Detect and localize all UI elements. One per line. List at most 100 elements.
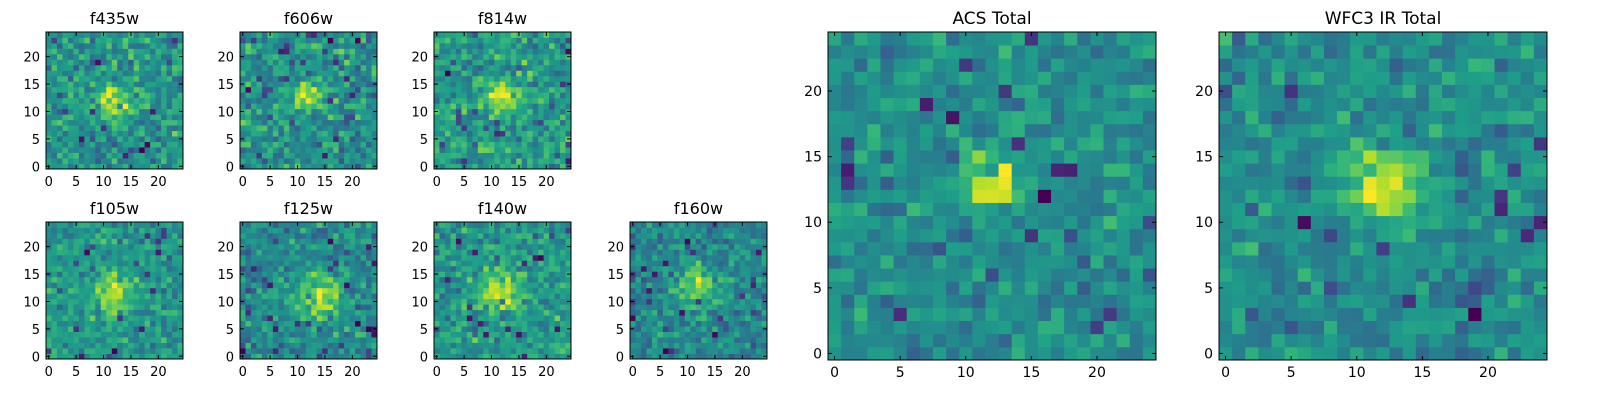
heatmap-cell [555, 125, 561, 131]
heatmap-cell [1104, 189, 1118, 203]
heatmap-cell [328, 277, 334, 283]
heatmap-cell [685, 321, 691, 327]
heatmap-cell [57, 98, 63, 104]
heatmap-cell [729, 332, 735, 338]
heatmap-cell [311, 81, 317, 87]
heatmap-cell [999, 189, 1013, 203]
heatmap-cell [511, 59, 517, 65]
heatmap-cell [549, 76, 555, 82]
heatmap-cell [483, 48, 489, 54]
heatmap-cell [756, 304, 762, 310]
heatmap-cell [933, 268, 947, 282]
heatmap-cell [472, 103, 478, 109]
heatmap-cell [483, 136, 489, 142]
heatmap-cell [62, 315, 68, 321]
heatmap-cell [652, 299, 658, 305]
heatmap-cell [505, 158, 511, 164]
heatmap-cell [555, 244, 561, 250]
heatmap-cell [478, 227, 484, 233]
heatmap-cell [511, 32, 517, 38]
heatmap-cell [311, 114, 317, 120]
heatmap-cell [251, 332, 257, 338]
heatmap-cell [445, 81, 451, 87]
heatmap-cell [256, 48, 262, 54]
heatmap-cell [516, 109, 522, 115]
heatmap-cell [522, 131, 528, 137]
heatmap-cell [756, 293, 762, 299]
heatmap-cell [267, 288, 273, 294]
heatmap-cell [101, 260, 107, 266]
heatmap-cell [128, 255, 134, 261]
heatmap-cell [756, 260, 762, 266]
heatmap-cell [880, 176, 894, 190]
heatmap-cell [999, 347, 1013, 361]
heatmap-cell [723, 255, 729, 261]
heatmap-cell [533, 266, 539, 272]
heatmap-cell [90, 222, 96, 228]
heatmap-cell [663, 310, 669, 316]
heatmap-cell [434, 233, 440, 239]
heatmap-cell [516, 299, 522, 305]
heatmap-cell [505, 70, 511, 76]
heatmap-cell [718, 288, 724, 294]
heatmap-cell [483, 332, 489, 338]
heatmap-cell [73, 98, 79, 104]
heatmap-cell [549, 125, 555, 131]
heatmap-cell [134, 153, 140, 159]
heatmap-cell [544, 238, 550, 244]
heatmap-cell [740, 337, 746, 343]
heatmap-cell [300, 227, 306, 233]
heatmap-cell [679, 222, 685, 228]
heatmap-cell [718, 233, 724, 239]
heatmap-cell [51, 147, 57, 153]
heatmap-cell [985, 347, 999, 361]
heatmap-cell [167, 282, 173, 288]
heatmap-cell [311, 109, 317, 115]
heatmap-cell [511, 260, 517, 266]
heatmap-cell [500, 37, 506, 43]
heatmap-cell [685, 288, 691, 294]
heatmap-cell [729, 343, 735, 349]
heatmap-cell [729, 244, 735, 250]
heatmap-cell [450, 277, 456, 283]
heatmap-cell [560, 136, 566, 142]
heatmap-cell [134, 332, 140, 338]
x-tick-label: 0 [629, 365, 637, 380]
heatmap-cell [295, 92, 301, 98]
heatmap-cell [522, 158, 528, 164]
heatmap-cell [333, 299, 339, 305]
heatmap-cell [333, 92, 339, 98]
heatmap-cell [68, 326, 74, 332]
heatmap-cell [641, 348, 647, 354]
heatmap-cell [972, 163, 986, 177]
heatmap-cell [328, 92, 334, 98]
heatmap-cell [128, 310, 134, 316]
heatmap-cell [295, 227, 301, 233]
heatmap-cell [306, 76, 312, 82]
heatmap-cell [729, 249, 735, 255]
heatmap-cell [150, 260, 156, 266]
heatmap-cell [841, 189, 855, 203]
heatmap-cell [90, 321, 96, 327]
heatmap-cell [295, 109, 301, 115]
heatmap-cell [652, 244, 658, 250]
heatmap-cell [62, 310, 68, 316]
heatmap-cell [439, 153, 445, 159]
heatmap-cell [456, 76, 462, 82]
heatmap-cell [339, 282, 345, 288]
heatmap-cell [112, 70, 118, 76]
heatmap-cell [117, 59, 123, 65]
heatmap-cell [920, 242, 934, 256]
heatmap-cell [985, 268, 999, 282]
heatmap-cell [1143, 229, 1157, 243]
heatmap-cell [361, 65, 367, 71]
heatmap-cell [167, 147, 173, 153]
heatmap-cell [145, 260, 151, 266]
heatmap-cell [317, 136, 323, 142]
heatmap-cell [712, 277, 718, 283]
heatmap-cell [505, 125, 511, 131]
heatmap-cell [461, 125, 467, 131]
heatmap-cell [461, 142, 467, 148]
heatmap-cell [527, 48, 533, 54]
